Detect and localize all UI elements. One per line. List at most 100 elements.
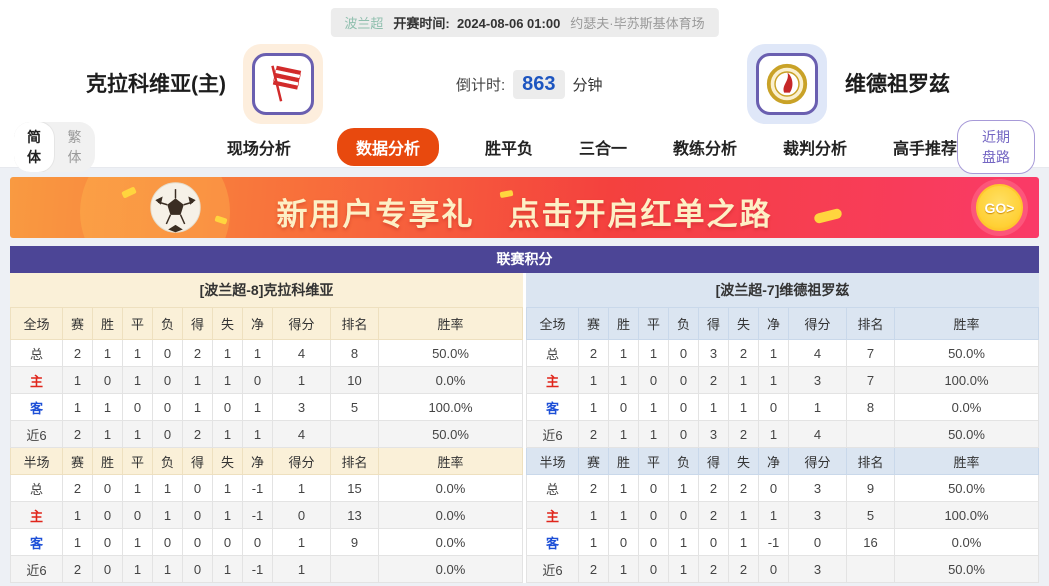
stats-cell [330,555,379,583]
stats-cell: 得 [182,307,213,340]
stats-cell: 16 [846,528,895,556]
stats-cell: 1 [92,420,123,448]
stats-cell: 总 [526,339,579,367]
stats-cell: 50.0% [894,339,1039,367]
stats-header-row: 全场赛胜平负得失净得分 排名 胜率 [10,307,523,340]
stats-cell [330,420,379,448]
stats-halves: [波兰超-8]克拉科维亚 全场赛胜平负得失净得分 排名 胜率总 2 1 1 0 2 1 1 4 8 50… [10,273,1039,583]
stats-cell: 3 [698,420,729,448]
stats-cell: 13 [330,501,379,529]
stats-cell: 客 [10,528,63,556]
stats-row: 总 2 1 1 0 3 2 1 4 7 50.0% [526,339,1039,367]
stats-header-row: 半场赛胜平负得失净得分 排名 胜率 [526,447,1039,475]
stats-cell: 0.0% [378,474,523,502]
stats-cell: 1 [122,420,153,448]
stats-row: 总 2 0 1 1 0 1 -1 1 15 0.0% [10,474,523,502]
banner-text-1: 新用户专享礼 [276,197,475,232]
stats-cell: 胜率 [378,447,523,475]
stats-cell: -1 [242,501,273,529]
stats-cell: 2 [62,555,93,583]
stats-cell: 0 [212,528,243,556]
stats-cell: 2 [578,339,609,367]
stats-cell: 1 [608,501,639,529]
stats-cell: 1 [608,474,639,502]
lang-simplified[interactable]: 简体 [14,121,55,172]
stats-cell: 8 [846,393,895,421]
stats-cell: 1 [272,366,331,394]
stats-cell: 1 [152,555,183,583]
stats-cell: 净 [758,307,789,340]
stats-cell: 3 [788,501,847,529]
stats-row: 客 1 0 1 0 1 1 0 1 8 0.0% [526,393,1039,421]
lang-traditional[interactable]: 繁体 [67,128,82,165]
stats-cell: 近6 [10,555,63,583]
stats-cell: 1 [578,393,609,421]
stats-row: 客 1 0 1 0 0 0 0 1 9 0.0% [10,528,523,556]
promo-banner[interactable]: 新用户专享礼 点击开启红单之路 GO> [10,177,1039,238]
stats-cell: 得分 [788,447,847,475]
stats-cell: 1 [92,339,123,367]
stats-cell: 胜率 [894,307,1039,340]
language-toggle[interactable]: 简体 繁体 [14,121,95,172]
nav-tab[interactable]: 高手推荐 [893,140,958,158]
stats-cell: 主 [10,366,63,394]
stats-cell: 1 [698,393,729,421]
away-team-logo [756,53,818,115]
stats-cell: 全场 [10,307,63,340]
stats-cell: 0 [182,501,213,529]
stats-cell: 3 [788,366,847,394]
stats-cell: 净 [242,447,273,475]
stats-header-row: 半场赛胜平负得失净得分 排名 胜率 [10,447,523,475]
stats-row: 主 1 1 0 0 2 1 1 3 5 100.0% [526,501,1039,529]
stats-cell: 赛 [62,447,93,475]
stats-cell: 1 [668,555,699,583]
stats-cell: 1 [272,474,331,502]
nav-tab[interactable]: 胜平负 [484,140,533,158]
stats-cell: 0 [608,393,639,421]
stats-cell: 2 [728,474,759,502]
stats-cell: 7 [846,366,895,394]
stats-cell: 5 [846,501,895,529]
nav-tab[interactable]: 裁判分析 [783,140,848,158]
stats-cell: 1 [182,393,213,421]
home-stats-block: [波兰超-8]克拉科维亚 全场赛胜平负得失净得分 排名 胜率总 2 1 1 0 2 1 1 4 8 50… [10,273,523,583]
stats-cell: 0 [152,339,183,367]
stats-cell: 50.0% [894,474,1039,502]
home-team-logo [252,53,314,115]
stats-row: 总 2 1 0 1 2 2 0 3 9 50.0% [526,474,1039,502]
flag-icon [271,65,302,102]
stats-cell: 50.0% [378,339,523,367]
kickoff-label-time: 开赛时间: 2024-08-06 01:00 [393,13,560,32]
stats-row: 主 1 1 0 0 2 1 1 3 7 100.0% [526,366,1039,394]
nav-tab[interactable]: 现场分析 [226,140,291,158]
stats-cell: 0 [182,555,213,583]
nav-tab[interactable]: 数据分析 [336,127,439,166]
stats-cell: 0 [758,393,789,421]
stats-cell: 1 [638,339,669,367]
stats-cell: 1 [212,339,243,367]
stats-cell: 0 [638,366,669,394]
stats-cell: 总 [10,474,63,502]
go-button[interactable]: GO> [976,184,1023,231]
away-team-name: 维德祖罗兹 [845,73,950,96]
stats-cell: 近6 [526,555,579,583]
recent-odds-button[interactable]: 近期盘路 [957,119,1035,174]
countdown: 倒计时: 863 分钟 [456,70,603,99]
stats-cell: 0 [152,393,183,421]
stats-cell: 得分 [788,307,847,340]
stats-row: 主 1 0 0 1 0 1 -1 0 13 0.0% [10,501,523,529]
stats-cell: 1 [638,393,669,421]
stats-cell: 总 [10,339,63,367]
stats-cell: 0 [152,528,183,556]
nav-tab[interactable]: 教练分析 [672,140,737,158]
stats-cell: 失 [212,307,243,340]
nav-tab[interactable]: 三合一 [578,140,627,158]
stats-cell: 1 [758,339,789,367]
stats-cell: 0 [668,366,699,394]
stats-cell: 0 [92,528,123,556]
stats-cell: 0 [122,393,153,421]
stats-cell: 0 [698,528,729,556]
stats-cell: 1 [212,555,243,583]
stats-cell: 0 [638,555,669,583]
stats-cell: 100.0% [378,393,523,421]
